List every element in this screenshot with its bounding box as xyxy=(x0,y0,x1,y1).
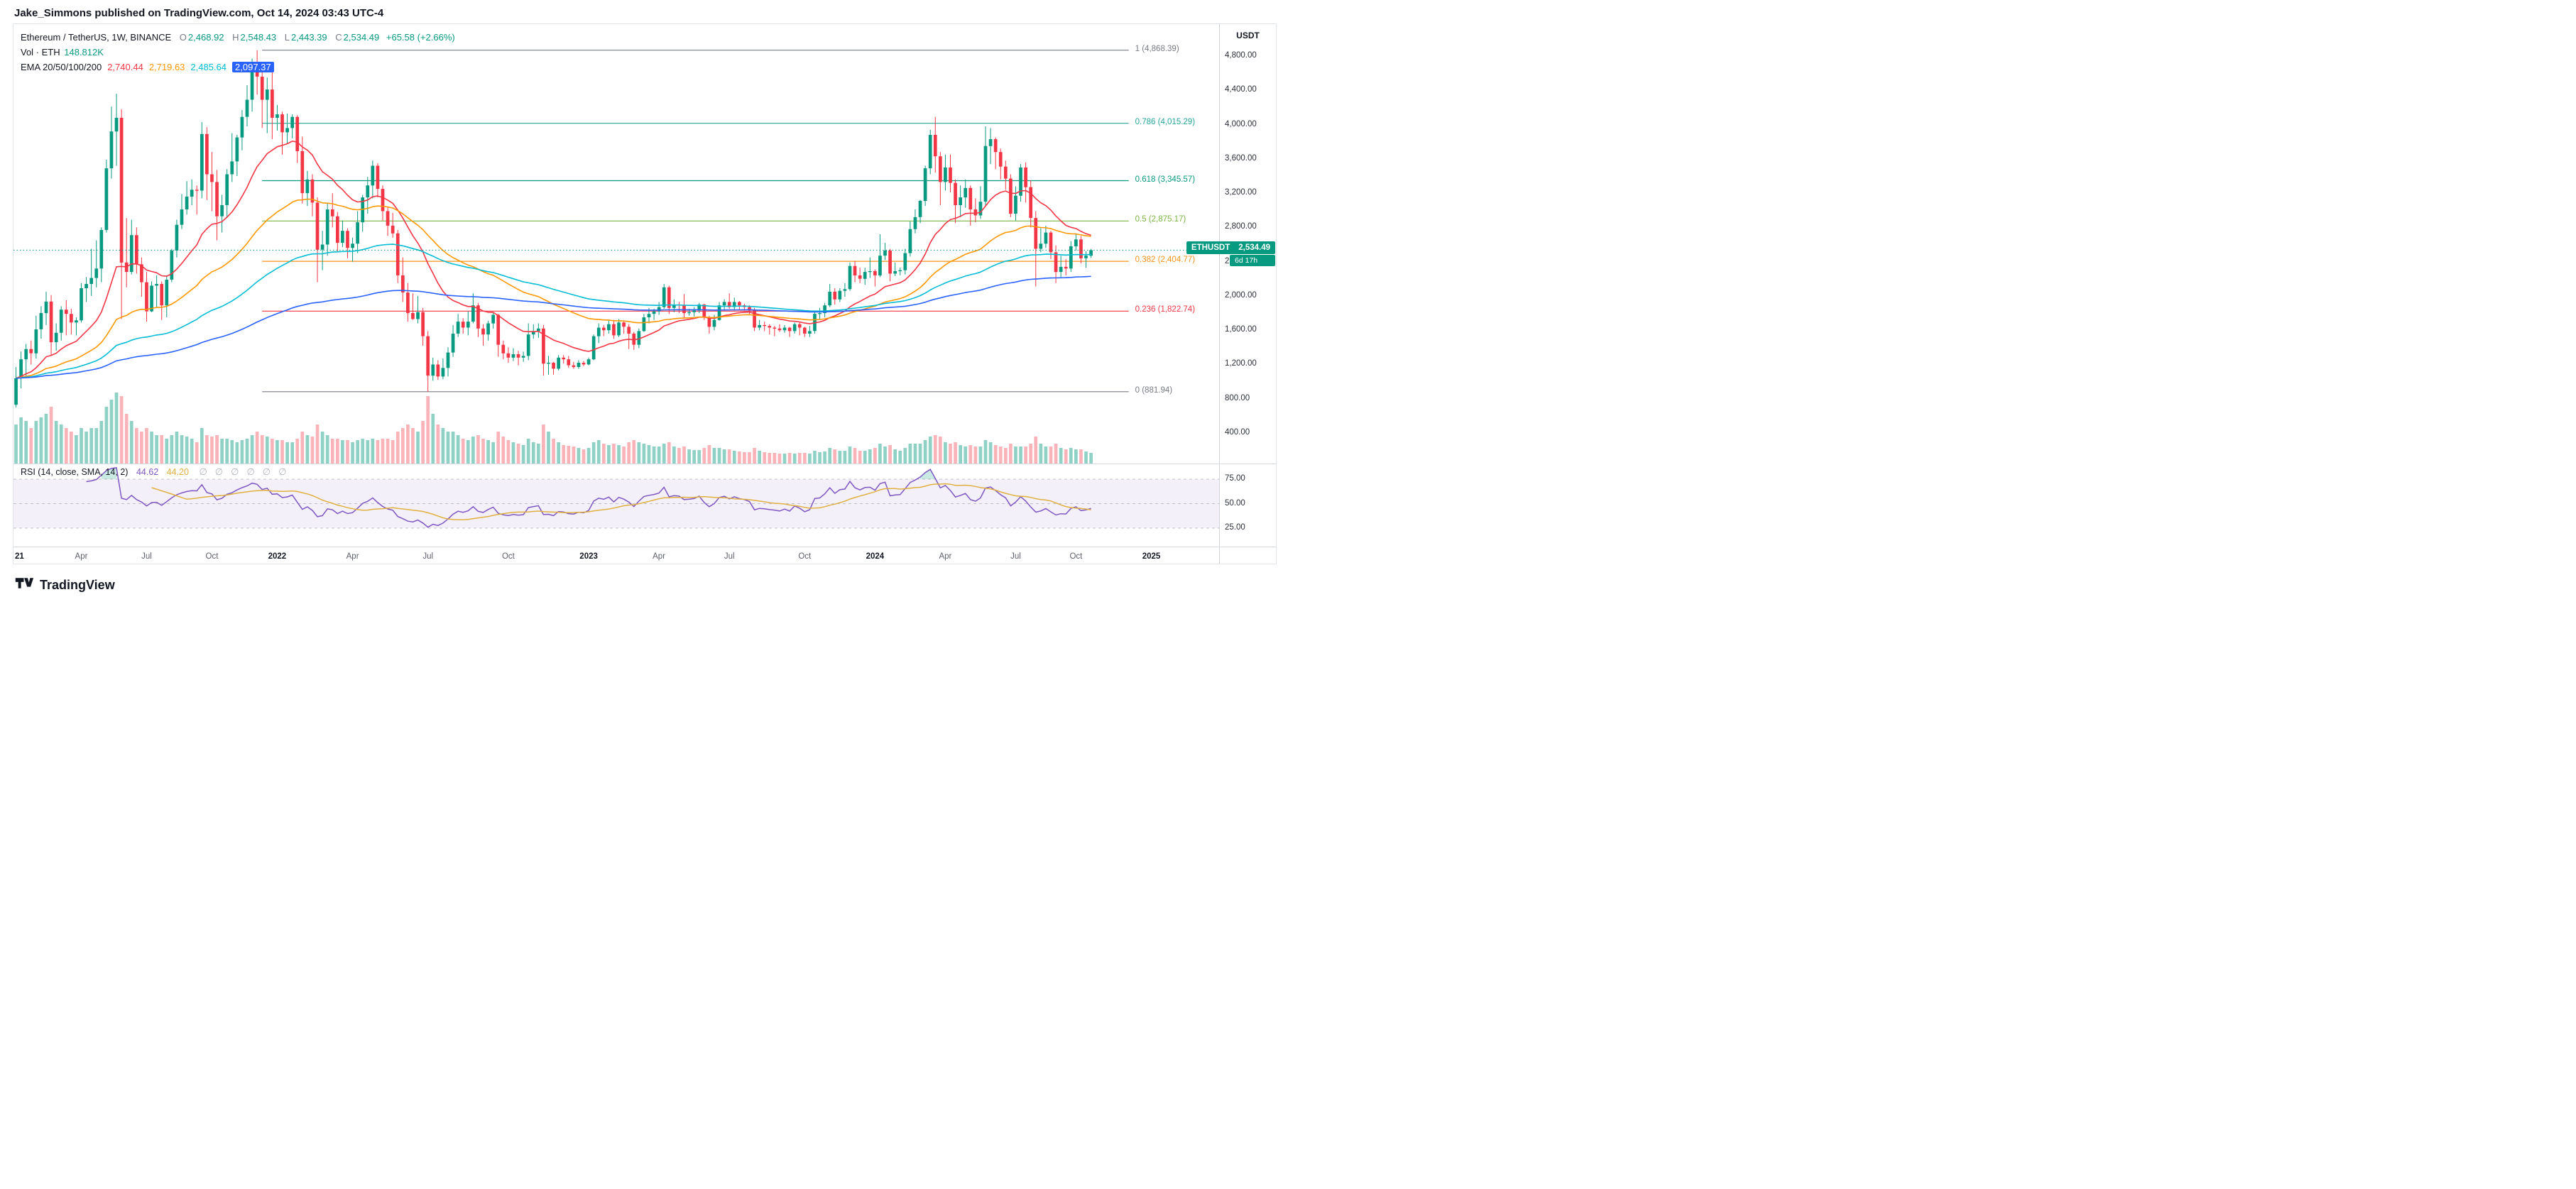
low-value: 2,443.39 xyxy=(291,32,327,43)
empty-value-symbol: ∅ xyxy=(199,466,207,477)
rsi-sma-value: 44.20 xyxy=(166,467,189,477)
rsi-legend-row[interactable]: RSI (14, close, SMA, 14, 2) 44.62 44.20 … xyxy=(21,466,286,478)
symbol-title: Ethereum / TetherUS, 1W, BINANCE xyxy=(21,32,172,43)
fib-retracement[interactable] xyxy=(262,50,1129,393)
footer: TradingView xyxy=(14,574,1288,596)
time-axis-label: Apr xyxy=(939,552,952,561)
tradingview-logo-icon[interactable] xyxy=(14,574,34,596)
price-axis[interactable]: USDT 4,800.00 4,400.00 4,000.00 3,600.00 3,2… xyxy=(1219,24,1276,564)
axis-currency-label: USDT xyxy=(1236,31,1260,40)
volume-bars xyxy=(14,393,1093,464)
ema-value: 2,485.64 xyxy=(190,62,227,72)
time-axis-label: 2022 xyxy=(268,552,287,561)
high-label: H xyxy=(232,32,239,43)
price-tick: 4,000.00 xyxy=(1225,120,1257,128)
badge-price: 2,534.49 xyxy=(1238,243,1270,252)
candles xyxy=(14,50,1093,407)
open-value: 2,468.92 xyxy=(187,32,224,43)
price-tick: 800.00 xyxy=(1225,394,1250,402)
ema-value: 2,097.37 xyxy=(232,62,274,72)
price-tick: 3,200.00 xyxy=(1225,188,1257,197)
time-axis-label: Oct xyxy=(501,552,515,561)
legend-ema-row[interactable]: EMA 20/50/100/200 2,740.44 2,719.63 2,485.6… xyxy=(21,60,455,75)
price-tick: 1,600.00 xyxy=(1225,325,1257,334)
open-label: O xyxy=(179,32,187,43)
price-tick: 1,200.00 xyxy=(1225,359,1257,368)
ema-100-line[interactable] xyxy=(16,243,1091,379)
time-axis-label: Jul xyxy=(724,552,735,561)
rsi-sma-line[interactable] xyxy=(151,483,1091,521)
price-tick: 4,800.00 xyxy=(1225,51,1257,60)
high-value: 2,548.43 xyxy=(240,32,277,43)
price-tick: 400.00 xyxy=(1225,428,1250,437)
legend-symbol-row[interactable]: Ethereum / TetherUS, 1W, BINANCE O 2,468.… xyxy=(21,30,455,45)
time-axis-label: 21 xyxy=(15,552,24,561)
low-label: L xyxy=(284,32,290,43)
rsi-value: 44.62 xyxy=(136,467,159,477)
time-axis-label: Jul xyxy=(141,552,152,561)
price-tick: 2,800.00 xyxy=(1225,222,1257,231)
legend-volume-row[interactable]: Vol · ETH 148.812K xyxy=(21,45,455,60)
time-axis-label: Apr xyxy=(653,552,666,561)
time-axis-label: Apr xyxy=(75,552,88,561)
time-axis-label: Apr xyxy=(346,552,359,561)
price-tick: 4,400.00 xyxy=(1225,85,1257,94)
time-axis-label: Jul xyxy=(1010,552,1021,561)
empty-value-symbol: ∅ xyxy=(246,466,255,477)
chart-plot-area[interactable]: Ethereum / TetherUS, 1W, BINANCE O 2,468.… xyxy=(13,24,1219,564)
price-tick: 3,600.00 xyxy=(1225,154,1257,163)
ema-value: 2,719.63 xyxy=(148,62,185,72)
volume-label: Vol · ETH xyxy=(21,47,60,57)
empty-value-symbol: ∅ xyxy=(278,466,287,477)
empty-value-symbol: ∅ xyxy=(231,466,239,477)
legend: Ethereum / TetherUS, 1W, BINANCE O 2,468.… xyxy=(21,30,455,75)
rsi-tick: 25.00 xyxy=(1225,523,1245,532)
brand-text: TradingView xyxy=(40,577,115,592)
time-axis-label: Oct xyxy=(205,552,219,561)
ema-20-line[interactable] xyxy=(16,141,1091,379)
chart-container: Ethereum / TetherUS, 1W, BINANCE O 2,468.… xyxy=(13,23,1277,564)
ema-200-line[interactable] xyxy=(16,275,1091,379)
rsi-empty-values: ∅ ∅ ∅ ∅ ∅ ∅ xyxy=(191,466,287,477)
attribution-bar: Jake_Simmons published on TradingView.co… xyxy=(14,7,384,19)
rsi-title: RSI (14, close, SMA, 14, 2) xyxy=(21,467,129,477)
price-tick: 2,000.00 xyxy=(1225,291,1257,300)
time-axis-label: Jul xyxy=(422,552,434,561)
last-price-badge[interactable]: ETHUSDT 2,534.49 6d 17h xyxy=(1186,241,1275,266)
time-axis-label: Oct xyxy=(798,552,812,561)
ema-values: 2,740.44 2,719.63 2,485.64 2,097.37 xyxy=(102,62,274,72)
close-value: 2,534.49 xyxy=(343,32,380,43)
chart-canvas[interactable] xyxy=(13,24,1219,564)
close-label: C xyxy=(335,32,342,43)
ema-value: 2,740.44 xyxy=(107,62,143,72)
empty-value-symbol: ∅ xyxy=(262,466,271,477)
time-axis-label: Oct xyxy=(1069,552,1083,561)
ema-label: EMA 20/50/100/200 xyxy=(21,62,102,72)
rsi-tick: 50.00 xyxy=(1225,499,1245,508)
time-axis-label: 2024 xyxy=(866,552,885,561)
rsi-line[interactable] xyxy=(86,467,1091,528)
rsi-tick: 75.00 xyxy=(1225,474,1245,483)
badge-symbol: ETHUSDT xyxy=(1191,243,1230,252)
volume-value: 148.812K xyxy=(64,47,104,57)
time-axis-label: 2023 xyxy=(579,552,598,561)
time-axis[interactable]: 21 Apr Jul Oct 2022 Apr Jul Oct 2023 Apr Jul Oct 202… xyxy=(13,547,1219,564)
countdown-badge: 6d 17h xyxy=(1230,255,1275,266)
change-value: +65.58 (+2.66%) xyxy=(386,32,455,43)
empty-value-symbol: ∅ xyxy=(214,466,224,477)
time-axis-label: 2025 xyxy=(1142,552,1161,561)
